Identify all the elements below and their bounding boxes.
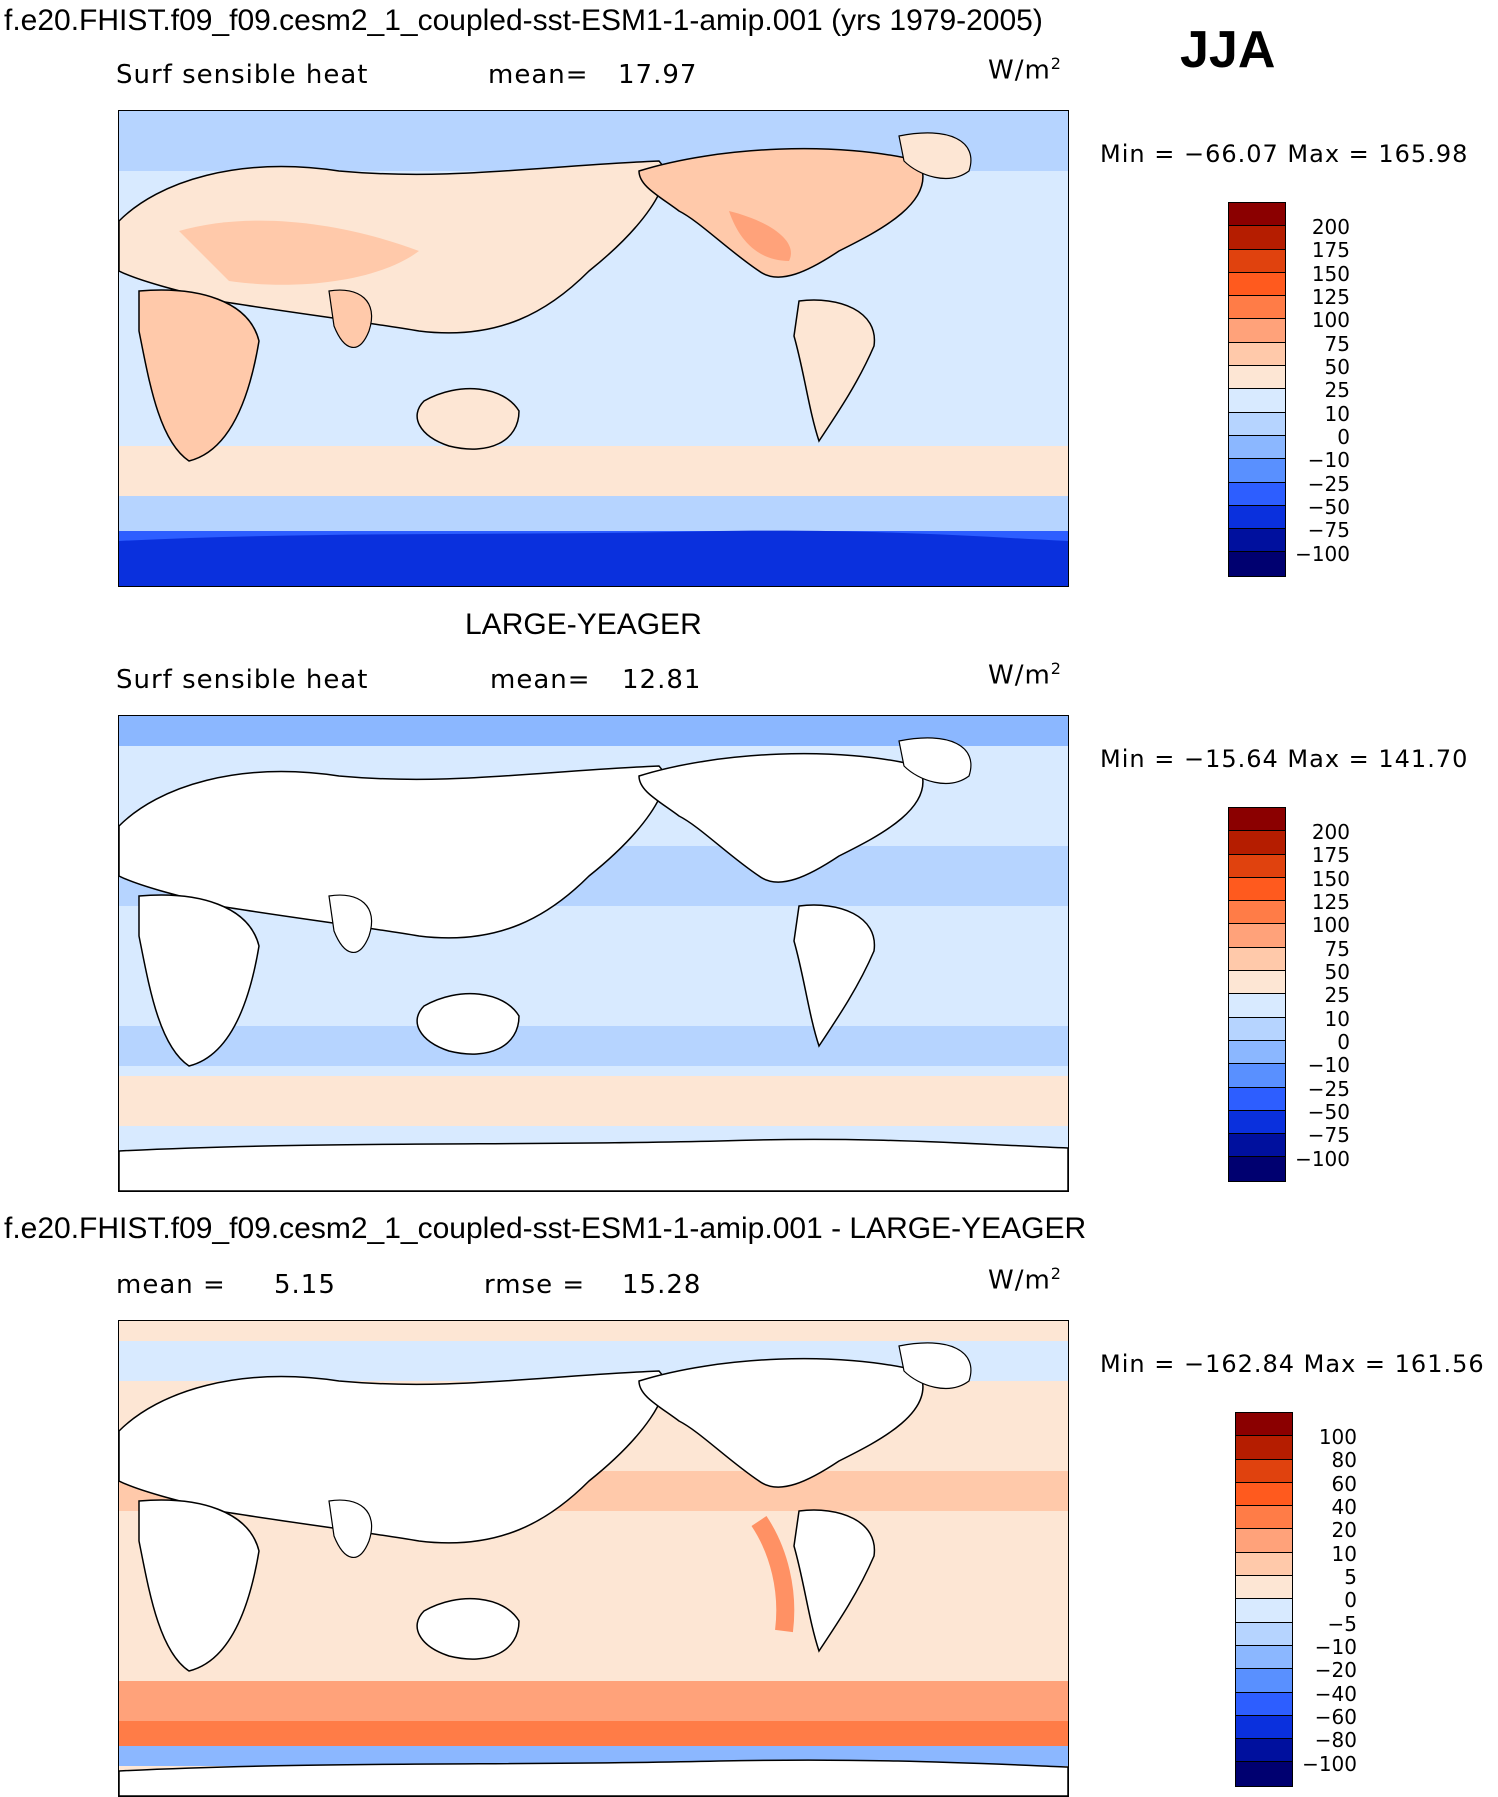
cb3-label: 20 xyxy=(1331,1518,1357,1542)
panel-1-minmax: Min = −66.07 Max = 165.98 xyxy=(1100,140,1469,168)
cb2-label: 125 xyxy=(1311,890,1350,914)
cb2-label: −100 xyxy=(1295,1147,1350,1171)
cb3-label: −80 xyxy=(1314,1728,1357,1752)
panel-3-rmse-label: rmse = xyxy=(484,1270,586,1300)
cb2-label: −10 xyxy=(1307,1053,1350,1077)
cb1-label: −10 xyxy=(1307,448,1350,472)
cb3-label: −100 xyxy=(1302,1752,1357,1776)
cb1-label: 0 xyxy=(1337,425,1350,449)
cb2-label: 10 xyxy=(1324,1007,1350,1031)
cb2-label: −75 xyxy=(1307,1123,1350,1147)
cb2-label: −25 xyxy=(1307,1077,1350,1101)
panel-2-colorbar xyxy=(1228,807,1286,1182)
panel-3-colorbar xyxy=(1235,1412,1293,1787)
panel-1-variable: Surf sensible heat xyxy=(116,60,369,90)
cb1-label: 100 xyxy=(1311,308,1350,332)
panel-2-heading: LARGE-YEAGER xyxy=(465,608,702,641)
cb2-label: 0 xyxy=(1337,1030,1350,1054)
panel-1-mean-value: 17.97 xyxy=(618,60,698,90)
cb2-label: 25 xyxy=(1324,983,1350,1007)
cb3-label: 60 xyxy=(1331,1472,1357,1496)
cb2-label: 200 xyxy=(1311,820,1350,844)
cb1-label: 50 xyxy=(1324,355,1350,379)
panel-3-heading: f.e20.FHIST.f09_f09.cesm2_1_coupled-sst-… xyxy=(4,1212,1087,1245)
panel-3-minmax: Min = −162.84 Max = 161.56 xyxy=(1100,1350,1485,1378)
cb2-label: 100 xyxy=(1311,913,1350,937)
cb1-label: −25 xyxy=(1307,472,1350,496)
cb3-label: −60 xyxy=(1314,1705,1357,1729)
cb3-label: −40 xyxy=(1314,1682,1357,1706)
cb1-label: 10 xyxy=(1324,402,1350,426)
cb3-label: −10 xyxy=(1314,1635,1357,1659)
cb3-label: 100 xyxy=(1318,1425,1357,1449)
cb1-label: 75 xyxy=(1324,332,1350,356)
cb2-label: 150 xyxy=(1311,867,1350,891)
cb2-label: 175 xyxy=(1311,843,1350,867)
cb3-label: −5 xyxy=(1327,1612,1357,1636)
panel-1-colorbar xyxy=(1228,202,1286,577)
panel-2-map xyxy=(118,715,1069,1192)
cb1-label: −50 xyxy=(1307,495,1350,519)
cb1-label: 25 xyxy=(1324,378,1350,402)
panel-1-mean-label: mean= xyxy=(488,60,589,90)
panel-2-mean-label: mean= xyxy=(490,665,591,695)
panel-3-rmse-value: 15.28 xyxy=(622,1270,702,1300)
panel-2-minmax: Min = −15.64 Max = 141.70 xyxy=(1100,745,1469,773)
panel-2-mean-value: 12.81 xyxy=(622,665,702,695)
panel-1-units: W/m2 xyxy=(988,54,1062,86)
main-title: f.e20.FHIST.f09_f09.cesm2_1_coupled-sst-… xyxy=(4,4,1043,37)
panel-2-variable: Surf sensible heat xyxy=(116,665,369,695)
cb1-label: 175 xyxy=(1311,238,1350,262)
cb1-label: 125 xyxy=(1311,285,1350,309)
cb3-label: 40 xyxy=(1331,1495,1357,1519)
season-label: JJA xyxy=(1180,21,1276,79)
cb3-label: 5 xyxy=(1344,1565,1357,1589)
cb3-label: 10 xyxy=(1331,1542,1357,1566)
cb1-label: −75 xyxy=(1307,518,1350,542)
cb3-label: 80 xyxy=(1331,1448,1357,1472)
cb1-label: −100 xyxy=(1295,542,1350,566)
cb1-label: 200 xyxy=(1311,215,1350,239)
panel-2-units: W/m2 xyxy=(988,659,1062,691)
cb2-label: 75 xyxy=(1324,937,1350,961)
panel-3-units: W/m2 xyxy=(988,1264,1062,1296)
cb3-label: −20 xyxy=(1314,1658,1357,1682)
panel-3-mean-label: mean = xyxy=(116,1270,226,1300)
panel-3-map xyxy=(118,1320,1069,1797)
cb1-label: 150 xyxy=(1311,262,1350,286)
cb2-label: 50 xyxy=(1324,960,1350,984)
panel-1-map xyxy=(118,110,1069,587)
panel-3-mean-value: 5.15 xyxy=(274,1270,336,1300)
cb2-label: −50 xyxy=(1307,1100,1350,1124)
cb3-label: 0 xyxy=(1344,1588,1357,1612)
